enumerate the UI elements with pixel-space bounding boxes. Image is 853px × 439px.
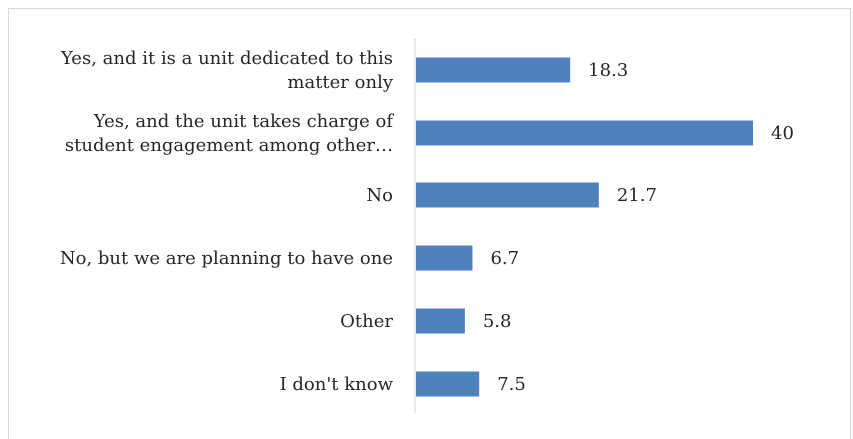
bar <box>416 120 753 146</box>
bar <box>416 371 480 397</box>
data-label: 18.3 <box>588 60 628 81</box>
bar <box>416 245 473 271</box>
data-label: 40 <box>771 123 794 144</box>
data-label: 7.5 <box>497 374 526 395</box>
bars-layer: Yes, and it is a unit dedicated to this m… <box>60 48 794 397</box>
category-label: Other <box>340 311 393 332</box>
category-label: Yes, and it is a unit dedicated to this m… <box>60 48 394 93</box>
data-label: 5.8 <box>483 311 512 332</box>
bar <box>416 57 571 83</box>
data-label: 6.7 <box>490 248 519 269</box>
category-label: Yes, and the unit takes charge of student… <box>65 111 394 156</box>
category-label: No, but we are planning to have one <box>60 248 393 269</box>
category-label: I don't know <box>280 374 394 395</box>
category-label: No <box>366 185 393 206</box>
bar <box>416 182 599 208</box>
bar <box>416 308 465 334</box>
data-label: 21.7 <box>617 185 657 206</box>
